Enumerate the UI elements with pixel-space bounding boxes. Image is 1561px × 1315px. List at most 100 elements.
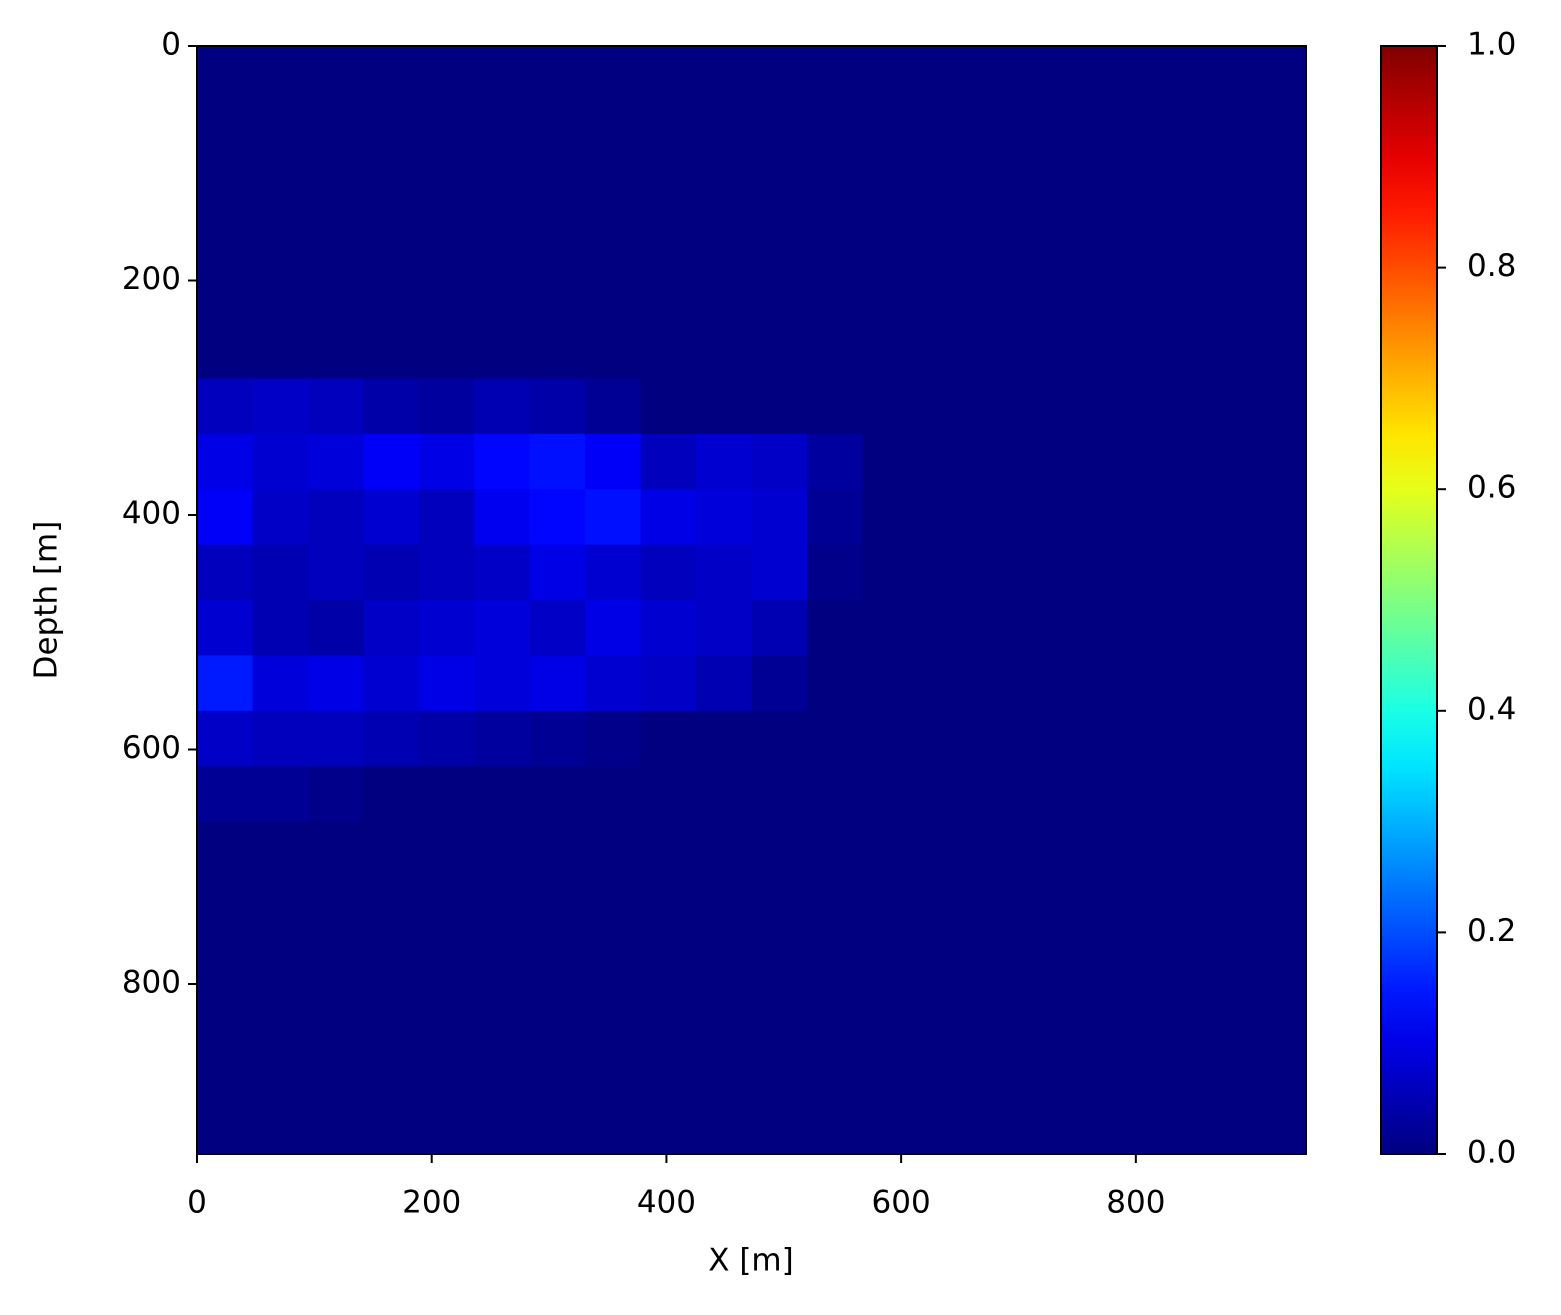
heatmap-cell [1028,212,1085,269]
heatmap-cell [529,821,586,878]
heatmap-cell [640,987,697,1044]
colorbar [1380,45,1438,1155]
heatmap-cell [862,655,919,712]
heatmap-cell [1028,821,1085,878]
heatmap-cell [252,544,309,601]
heatmap-cell [474,877,531,933]
heatmap-cell [806,987,863,1044]
heatmap-cell [252,212,309,269]
heatmap-cell [1028,323,1085,379]
heatmap-cell [1028,932,1085,989]
heatmap-cell [973,877,1030,933]
heatmap-cell [1028,987,1085,1044]
heatmap-cell [751,267,808,324]
heatmap-cell [806,877,863,933]
heatmap-cell [751,710,808,767]
heatmap-cell [1195,323,1252,379]
heatmap-cell [917,1098,974,1155]
heatmap-cell [363,378,420,435]
heatmap-cell [1084,821,1141,878]
heatmap-cell [1139,987,1196,1044]
heatmap-cell [862,212,919,269]
heatmap-cell [1139,932,1196,989]
heatmap-cell [751,544,808,601]
heatmap-cell [474,378,531,435]
y-tick-label: 200 [122,261,181,297]
heatmap-cell [1028,600,1085,656]
colorbar-tick-label: 0.6 [1467,470,1516,506]
heatmap-cell [529,1043,586,1100]
heatmap-cell [806,101,863,158]
heatmap-cell [696,600,752,656]
heatmap-cell [363,1043,420,1100]
heatmap-cell [585,710,642,767]
heatmap-cell [363,101,420,158]
heatmap-cell [973,489,1030,546]
heatmap-cell [862,600,919,656]
heatmap-cell [751,101,808,158]
heatmap-cell [197,433,253,490]
heatmap-cell [751,433,808,490]
heatmap-cell [474,600,531,656]
heatmap-cell [1250,378,1307,435]
heatmap-cell [696,267,752,324]
heatmap-cell [1250,156,1307,213]
heatmap-cell [696,821,752,878]
heatmap-cell [252,323,309,379]
colorbar-tick-label: 1.0 [1467,27,1516,63]
heatmap-cell [973,378,1030,435]
heatmap-cell [806,600,863,656]
heatmap-cell [197,544,253,601]
heatmap-cell [640,323,697,379]
heatmap-cell [585,267,642,324]
heatmap-cell [917,766,974,823]
heatmap-cell [917,323,974,379]
heatmap-cell [1195,821,1252,878]
heatmap-cell [529,877,586,933]
heatmap-cell [973,821,1030,878]
heatmap-cell [1084,766,1141,823]
heatmap-cell [862,766,919,823]
heatmap-cell [1139,655,1196,712]
heatmap-cell [973,1043,1030,1100]
heatmap-cell [751,323,808,379]
heatmap-cell [529,378,586,435]
heatmap-cell [474,932,531,989]
heatmap-cell [252,821,309,878]
heatmap-cell [806,1043,863,1100]
heatmap-cell [1028,489,1085,546]
heatmap-cell [529,1098,586,1155]
heatmap-cell [585,821,642,878]
heatmap-cell [1250,600,1307,656]
heatmap-cell [806,378,863,435]
x-tick-label: 600 [872,1185,931,1221]
heatmap-cell [418,212,475,269]
heatmap-cell [806,766,863,823]
heatmap-cell [474,655,531,712]
heatmap-cell [1195,655,1252,712]
heatmap-cell [806,821,863,878]
heatmap-cell [862,101,919,158]
heatmap-cell [252,46,309,102]
heatmap-cell [917,46,974,102]
heatmap-cell [806,544,863,601]
heatmap-cell [1139,212,1196,269]
heatmap-cell [973,766,1030,823]
heatmap-cell [640,156,697,213]
heatmap-cell [1028,710,1085,767]
heatmap-cell [252,1098,309,1155]
heatmap-cell [585,156,642,213]
heatmap-cell [307,655,364,712]
heatmap-cell [418,433,475,490]
heatmap-cell [862,267,919,324]
heatmap-cell [585,323,642,379]
heatmap-cell [1084,544,1141,601]
heatmap-cell [474,267,531,324]
heatmap-cell [252,710,309,767]
heatmap-cell [307,156,364,213]
heatmap-cell [1195,710,1252,767]
heatmap-cell [1250,101,1307,158]
heatmap-cell [474,489,531,546]
heatmap-cell [973,212,1030,269]
heatmap-cell [585,101,642,158]
